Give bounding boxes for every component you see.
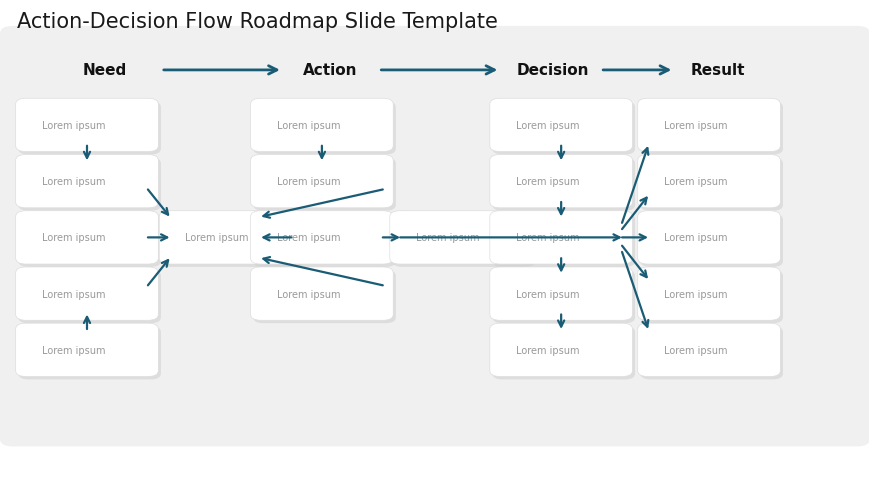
FancyBboxPatch shape	[640, 158, 782, 211]
FancyBboxPatch shape	[489, 324, 632, 377]
Text: Lorem ipsum: Lorem ipsum	[42, 345, 105, 355]
Text: Lorem ipsum: Lorem ipsum	[515, 121, 579, 131]
FancyBboxPatch shape	[18, 158, 161, 211]
Text: Lorem ipsum: Lorem ipsum	[42, 121, 105, 131]
FancyBboxPatch shape	[392, 214, 534, 267]
Text: Need: Need	[83, 63, 126, 78]
FancyBboxPatch shape	[253, 214, 395, 267]
FancyBboxPatch shape	[640, 102, 782, 155]
FancyBboxPatch shape	[492, 102, 634, 155]
FancyBboxPatch shape	[250, 211, 393, 264]
Text: Lorem ipsum: Lorem ipsum	[515, 289, 579, 299]
Text: Lorem ipsum: Lorem ipsum	[42, 177, 105, 187]
FancyBboxPatch shape	[637, 155, 779, 208]
FancyBboxPatch shape	[637, 211, 779, 264]
FancyBboxPatch shape	[159, 211, 302, 264]
Text: Lorem ipsum: Lorem ipsum	[663, 121, 726, 131]
FancyBboxPatch shape	[18, 326, 161, 380]
FancyBboxPatch shape	[637, 267, 779, 321]
FancyBboxPatch shape	[489, 211, 632, 264]
FancyBboxPatch shape	[640, 270, 782, 324]
FancyBboxPatch shape	[18, 270, 161, 324]
Text: Lorem ipsum: Lorem ipsum	[415, 233, 479, 243]
FancyBboxPatch shape	[640, 214, 782, 267]
Text: Lorem ipsum: Lorem ipsum	[515, 233, 579, 243]
Text: Lorem ipsum: Lorem ipsum	[276, 177, 340, 187]
FancyBboxPatch shape	[162, 214, 304, 267]
FancyBboxPatch shape	[16, 211, 158, 264]
Text: Lorem ipsum: Lorem ipsum	[515, 177, 579, 187]
FancyBboxPatch shape	[16, 267, 158, 321]
Text: Lorem ipsum: Lorem ipsum	[663, 233, 726, 243]
FancyBboxPatch shape	[18, 214, 161, 267]
Text: Decision: Decision	[515, 63, 588, 78]
FancyBboxPatch shape	[637, 324, 779, 377]
FancyBboxPatch shape	[16, 324, 158, 377]
Text: Lorem ipsum: Lorem ipsum	[663, 289, 726, 299]
Text: Lorem ipsum: Lorem ipsum	[663, 345, 726, 355]
FancyBboxPatch shape	[0, 27, 869, 447]
FancyBboxPatch shape	[18, 102, 161, 155]
Text: Result: Result	[690, 63, 744, 78]
FancyBboxPatch shape	[492, 214, 634, 267]
FancyBboxPatch shape	[253, 270, 395, 324]
FancyBboxPatch shape	[492, 270, 634, 324]
FancyBboxPatch shape	[16, 99, 158, 152]
FancyBboxPatch shape	[250, 155, 393, 208]
FancyBboxPatch shape	[489, 99, 632, 152]
Text: Lorem ipsum: Lorem ipsum	[276, 289, 340, 299]
FancyBboxPatch shape	[640, 326, 782, 380]
Text: Lorem ipsum: Lorem ipsum	[42, 233, 105, 243]
FancyBboxPatch shape	[489, 155, 632, 208]
Text: Lorem ipsum: Lorem ipsum	[276, 121, 340, 131]
FancyBboxPatch shape	[489, 267, 632, 321]
FancyBboxPatch shape	[389, 211, 532, 264]
FancyBboxPatch shape	[492, 158, 634, 211]
FancyBboxPatch shape	[253, 158, 395, 211]
Text: Lorem ipsum: Lorem ipsum	[185, 233, 249, 243]
FancyBboxPatch shape	[253, 102, 395, 155]
Text: Lorem ipsum: Lorem ipsum	[663, 177, 726, 187]
FancyBboxPatch shape	[250, 267, 393, 321]
Text: Action: Action	[303, 63, 357, 78]
Text: Lorem ipsum: Lorem ipsum	[276, 233, 340, 243]
FancyBboxPatch shape	[637, 99, 779, 152]
FancyBboxPatch shape	[492, 326, 634, 380]
FancyBboxPatch shape	[250, 99, 393, 152]
Text: Action-Decision Flow Roadmap Slide Template: Action-Decision Flow Roadmap Slide Templ…	[17, 12, 498, 32]
Text: Lorem ipsum: Lorem ipsum	[515, 345, 579, 355]
FancyBboxPatch shape	[16, 155, 158, 208]
Text: Lorem ipsum: Lorem ipsum	[42, 289, 105, 299]
